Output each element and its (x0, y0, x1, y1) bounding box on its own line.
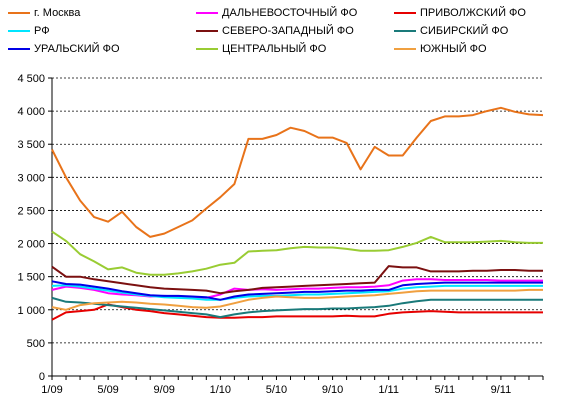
x-tick-label-3: 1/10 (210, 384, 231, 396)
y-tick-label-7: 3 500 (17, 139, 45, 151)
legend-swatch-3 (8, 30, 30, 32)
y-tick-label-5: 2 500 (17, 205, 45, 217)
legend-swatch-6 (8, 48, 30, 50)
y-tick-label-3: 1 500 (17, 272, 45, 284)
legend-swatch-1 (196, 12, 218, 14)
legend-label-7: ЦЕНТРАЛЬНЫЙ ФО (222, 43, 327, 55)
legend-item-6: УРАЛЬСКИЙ ФО (8, 42, 120, 56)
legend-label-4: СЕВЕРО-ЗАПАДНЫЙ ФО (222, 25, 354, 37)
y-tick-label-4: 2 000 (17, 239, 45, 251)
y-tick-label-9: 4 500 (17, 73, 45, 85)
legend-swatch-7 (196, 48, 218, 50)
legend-label-8: ЮЖНЫЙ ФО (420, 43, 487, 55)
legend-item-0: г. Москва (8, 6, 80, 20)
legend-swatch-4 (196, 30, 218, 32)
y-tick-label-0: 0 (39, 371, 45, 383)
series-line-2 (51, 303, 543, 321)
x-tick-label-1: 5/09 (97, 384, 118, 396)
legend-item-2: ПРИВОЛЖСКИЙ ФО (394, 6, 526, 20)
x-tick-label-4: 5/10 (266, 384, 287, 396)
y-tick-label-2: 1 000 (17, 305, 45, 317)
x-tick-label-2: 9/09 (154, 384, 175, 396)
legend-item-7: ЦЕНТРАЛЬНЫЙ ФО (196, 42, 326, 56)
legend-label-2: ПРИВОЛЖСКИЙ ФО (420, 7, 526, 19)
legend-item-5: СИБИРСКИЙ ФО (394, 24, 508, 38)
legend-item-4: СЕВЕРО-ЗАПАДНЫЙ ФО (196, 24, 354, 38)
x-tick-label-8: 9/11 (491, 384, 512, 396)
series-line-3 (51, 284, 543, 301)
legend: г. Москва ДАЛЬНЕВОСТОЧНЫЙ ФО ПРИВОЛЖСКИЙ Ф… (0, 4, 569, 60)
x-tick-label-0: 1/09 (41, 384, 62, 396)
series-line-4 (51, 265, 543, 295)
legend-swatch-2 (394, 12, 416, 14)
x-tick-label-5: 9/10 (322, 384, 343, 396)
legend-swatch-0 (8, 12, 30, 14)
legend-item-3: РФ (8, 24, 50, 38)
legend-label-0: г. Москва (34, 7, 81, 19)
series-line-0 (51, 106, 544, 238)
y-tick-label-1: 500 (27, 338, 45, 350)
legend-label-5: СИБИРСКИЙ ФО (420, 25, 509, 37)
legend-label-3: РФ (34, 25, 50, 37)
series-line-8 (51, 288, 543, 311)
legend-item-8: ЮЖНЫЙ ФО (394, 42, 487, 56)
series-line-5 (51, 296, 543, 319)
x-tick-label-7: 5/11 (435, 384, 456, 396)
legend-item-1: ДАЛЬНЕВОСТОЧНЫЙ ФО (196, 6, 357, 20)
y-tick-label-8: 4 000 (17, 106, 45, 118)
series-line-6 (51, 280, 543, 301)
series-line-7 (51, 230, 543, 276)
y-tick-label-6: 3 000 (17, 172, 45, 184)
legend-label-6: УРАЛЬСКИЙ ФО (34, 43, 120, 55)
legend-swatch-5 (394, 30, 416, 32)
legend-label-1: ДАЛЬНЕВОСТОЧНЫЙ ФО (222, 7, 358, 19)
legend-swatch-8 (394, 48, 416, 50)
x-tick-label-6: 1/11 (378, 384, 399, 396)
